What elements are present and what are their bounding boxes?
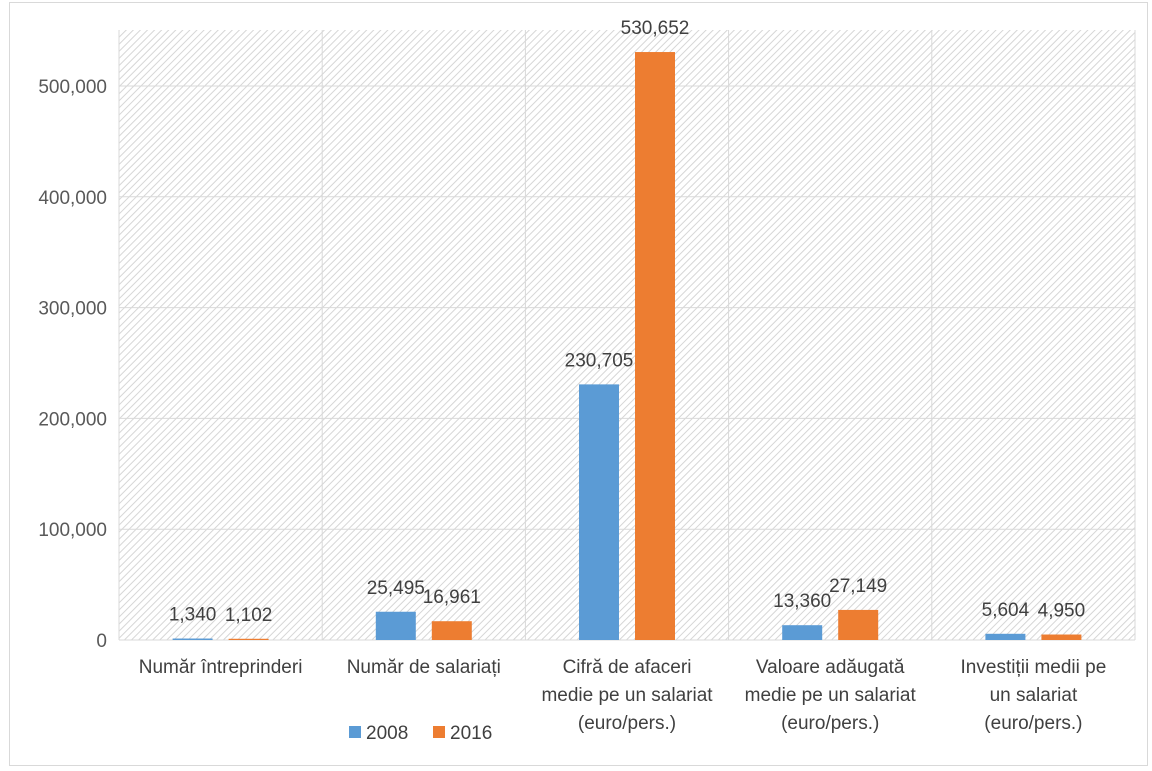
data-labels: 1,340 25,495 230,705 13,360 5,604 1,102 16,961… xyxy=(169,18,1085,626)
y-tick-label: 100,000 xyxy=(38,520,107,541)
y-tick-label: 300,000 xyxy=(38,299,107,320)
bar-2008-0 xyxy=(172,638,213,640)
category-label: Valoare adăugată xyxy=(756,657,905,678)
bars xyxy=(172,52,1082,640)
y-tick-label: 500,000 xyxy=(38,77,107,98)
gridlines xyxy=(118,30,1136,641)
bar-2016-1 xyxy=(431,621,472,640)
legend[interactable]: 2008 2016 xyxy=(349,723,492,744)
bar-2008-4 xyxy=(985,633,1026,640)
category-label: (euro/pers.) xyxy=(984,713,1082,734)
legend-label-2008: 2008 xyxy=(366,723,408,744)
category-label: Cifră de afaceri xyxy=(563,657,692,678)
data-label-2008-1: 25,495 xyxy=(367,578,425,599)
bar-2008-1 xyxy=(375,611,416,640)
data-label-2008-3: 13,360 xyxy=(773,591,831,612)
category-label: medie pe un salariat xyxy=(541,685,713,706)
legend-label-2016: 2016 xyxy=(450,723,492,744)
bar-2016-2 xyxy=(635,52,675,640)
category-label: (euro/pers.) xyxy=(578,713,676,734)
data-label-2016-3: 27,149 xyxy=(829,576,887,597)
y-tick-label: 200,000 xyxy=(38,409,107,430)
category-label: Număr întreprinderi xyxy=(139,657,303,678)
y-tick-label: 400,000 xyxy=(38,188,107,209)
category-label: un salariat xyxy=(990,685,1078,706)
bar-2008-3 xyxy=(782,625,823,640)
data-label-2016-0: 1,102 xyxy=(225,605,273,626)
bar-2016-3 xyxy=(838,609,879,640)
bar-2016-0 xyxy=(228,638,269,640)
data-label-2008-0: 1,340 xyxy=(169,605,217,626)
category-label: (euro/pers.) xyxy=(781,713,879,734)
legend-swatch-2016 xyxy=(433,726,445,738)
category-label: Investiții medii pe xyxy=(961,657,1107,678)
data-label-2016-4: 4,950 xyxy=(1038,601,1086,622)
plot-area xyxy=(119,30,1135,640)
bar-2016-4 xyxy=(1041,634,1082,640)
x-axis: Număr întreprinderi Număr de salariați Cif… xyxy=(139,657,1107,734)
data-label-2016-2: 530,652 xyxy=(621,18,690,39)
data-label-2016-1: 16,961 xyxy=(423,587,481,608)
y-axis: 0 100,000 200,000 300,000 400,000 500,000 xyxy=(38,77,107,652)
legend-swatch-2008 xyxy=(349,726,361,738)
category-label: medie pe un salariat xyxy=(745,685,917,706)
category-label: Număr de salariați xyxy=(347,657,501,678)
data-label-2008-4: 5,604 xyxy=(982,600,1030,621)
y-tick-label: 0 xyxy=(96,631,107,652)
bar-2008-2 xyxy=(579,384,619,640)
data-label-2008-2: 230,705 xyxy=(565,350,634,371)
